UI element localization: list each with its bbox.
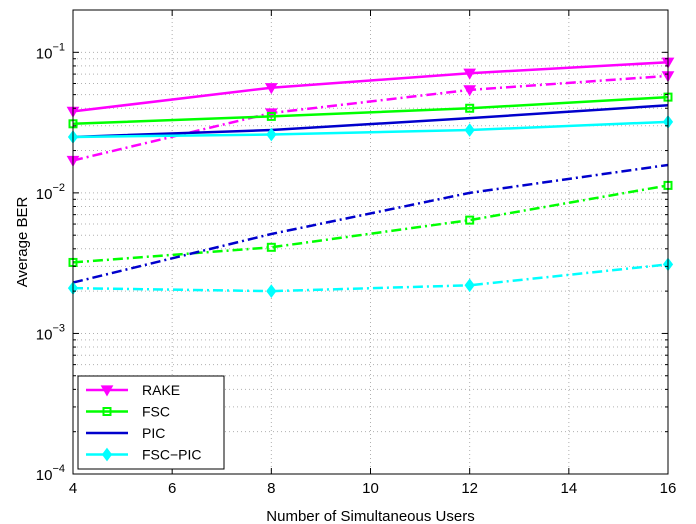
x-tick-label: 8 [267, 480, 275, 497]
tick-labels: 4 6 8 10 12 14 16 10−1 10−2 10−3 10−4 [36, 41, 677, 497]
point-marker [465, 215, 475, 225]
series-line [72, 95, 669, 126]
point-marker [100, 385, 114, 397]
grid [73, 10, 668, 474]
legend-label: PIC [142, 425, 165, 441]
series [67, 115, 674, 144]
x-tick-label: 10 [362, 480, 379, 497]
series-line [72, 120, 669, 139]
x-tick-label: 14 [560, 480, 577, 497]
x-tick-label: 12 [461, 480, 478, 497]
legend-label: RAKE [142, 382, 180, 398]
x-tick-label: 6 [168, 480, 176, 497]
point-marker [266, 242, 276, 252]
y-tick-label: 10−4 [36, 463, 65, 484]
series [72, 163, 669, 284]
legend-label: FSC−PIC [142, 447, 202, 463]
point-marker [101, 447, 113, 462]
legend-item: RAKE [86, 382, 180, 398]
point-marker [264, 83, 278, 95]
x-axis-label: Number of Simultaneous Users [266, 508, 474, 524]
legend: RAKE FSC PIC FSC−PIC [77, 375, 225, 470]
point-marker [463, 68, 477, 80]
point-marker [266, 284, 277, 298]
x-tick-label: 16 [660, 480, 677, 497]
y-tick-label: 10−1 [36, 41, 65, 62]
ticks [72, 9, 669, 475]
point-marker [464, 123, 475, 137]
legend-item: FSC−PIC [86, 447, 202, 463]
series-line [72, 60, 669, 113]
y-tick-label: 10−2 [36, 182, 65, 203]
series-line [72, 163, 669, 284]
x-tick-label: 4 [69, 480, 77, 497]
point-marker [266, 111, 276, 121]
series [66, 57, 675, 118]
point-marker [102, 407, 112, 416]
legend-item: FSC [86, 404, 170, 420]
series-layer [66, 57, 675, 298]
y-tick-label: 10−3 [36, 322, 65, 343]
y-axis-label: Average BER [14, 197, 31, 288]
point-marker [266, 127, 277, 142]
legend-label: FSC [142, 404, 170, 420]
series [72, 104, 669, 139]
point-marker [464, 278, 475, 293]
series-line [72, 104, 669, 139]
legend-item: PIC [86, 425, 165, 441]
point-marker [463, 85, 477, 97]
point-marker [465, 103, 475, 113]
